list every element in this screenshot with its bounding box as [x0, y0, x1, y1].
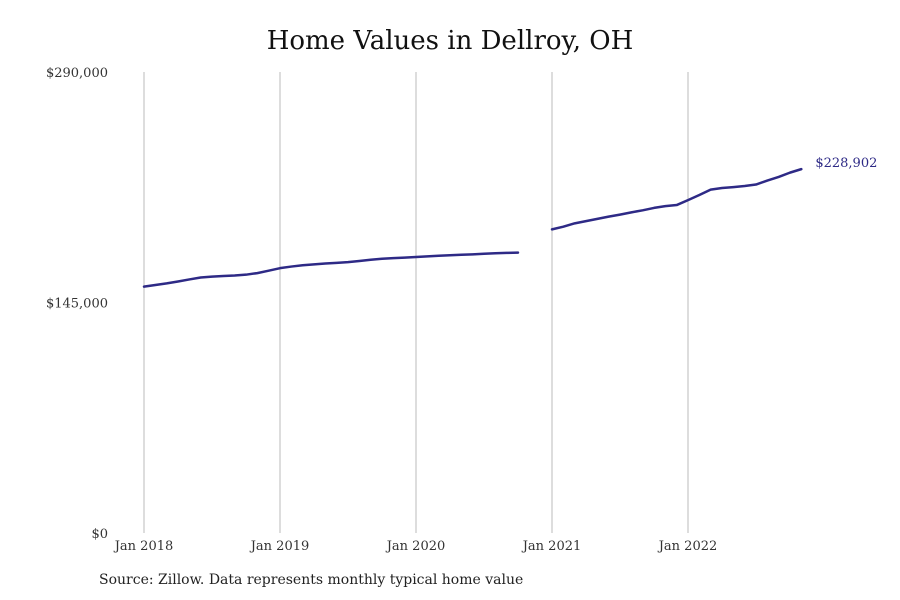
y-tick-label: $0: [91, 527, 108, 542]
end-value-label: $228,902: [815, 156, 877, 171]
series-line-segment: [142, 251, 520, 288]
source-note: Source: Zillow. Data represents monthly …: [99, 572, 524, 588]
y-tick-label: $290,000: [46, 66, 108, 81]
y-axis-ticks: $0 $145,000 $290,000: [46, 66, 108, 542]
chart-title: Home Values in Dellroy, OH: [266, 26, 634, 56]
y-tick-label: $145,000: [46, 297, 108, 312]
x-tick-label: Jan 2020: [385, 539, 446, 554]
x-tick-label: Jan 2022: [657, 539, 718, 554]
series-line-segment: [550, 167, 803, 231]
series-home-value: [142, 167, 803, 288]
x-tick-label: Jan 2021: [521, 539, 582, 554]
x-axis-ticks: Jan 2018 Jan 2019 Jan 2020 Jan 2021 Jan 2022: [113, 539, 718, 554]
x-tick-label: Jan 2018: [113, 539, 174, 554]
x-tick-label: Jan 2019: [249, 539, 310, 554]
gridlines: [143, 72, 689, 533]
